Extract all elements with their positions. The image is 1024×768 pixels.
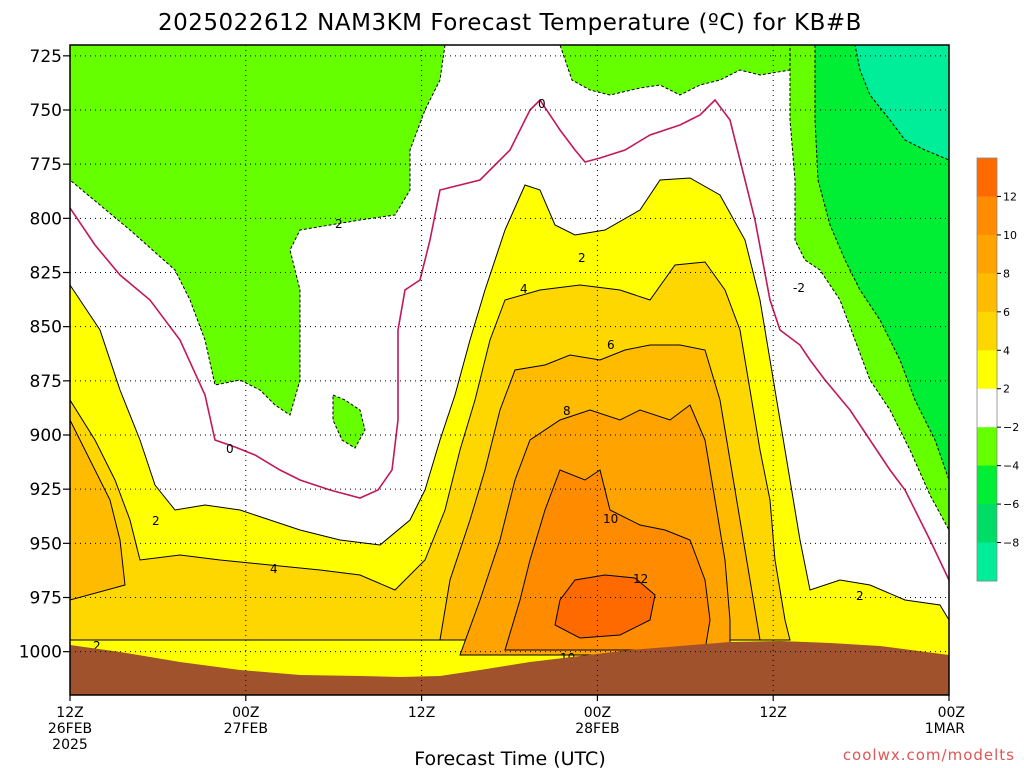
colorbar-label: −2	[1003, 421, 1019, 434]
x-tick-label: 12Z	[408, 705, 435, 721]
colorbar-label: −6	[1003, 498, 1019, 511]
colorbar-label: 6	[1003, 306, 1010, 319]
y-tick-label: 975	[30, 589, 62, 609]
colorbar-label: 10	[1003, 229, 1017, 242]
colorbar-bin	[977, 542, 997, 582]
cold-region-middle	[559, 45, 796, 96]
colorbar-label: −4	[1003, 460, 1019, 473]
colorbar-frame	[976, 157, 998, 582]
y-tick-label: 900	[30, 426, 62, 446]
colorbar-label: −8	[1003, 537, 1019, 550]
zero-degree-line	[70, 98, 949, 581]
contour-label-12: 12	[633, 572, 648, 586]
plot-frame	[69, 44, 950, 696]
colorbar: 12 10 8 6 4 2 −2 −4 −6 −8	[976, 157, 1019, 582]
contour-label-6: 6	[607, 338, 615, 352]
colorbar-bin	[977, 196, 997, 236]
colorbar-label: 4	[1003, 344, 1010, 357]
contour-label-neg2: -2	[793, 281, 805, 295]
y-tick-label: 750	[30, 101, 62, 121]
colorbar-bin	[977, 465, 997, 505]
y-tick-label: 800	[30, 209, 62, 229]
region-6c	[70, 419, 126, 601]
contour-label-4-top: 4	[520, 282, 528, 296]
colorbar-bin	[977, 158, 997, 197]
contour-label-0-top: 0	[538, 97, 546, 111]
x-tick-label: 12Z	[759, 705, 786, 721]
x-tick-label: 28FEB	[575, 721, 619, 737]
x-tick-label: 00Z	[584, 705, 611, 721]
contour-label-2-bl: 2	[152, 514, 160, 528]
colorbar-label: 2	[1003, 383, 1010, 396]
y-axis: 725 750 775 800 825 850 875 900 925 950 975 1000	[19, 47, 70, 663]
colorbar-bin	[977, 234, 997, 274]
x-tick-label: 00Z	[938, 705, 965, 721]
colorbar-bin	[977, 350, 997, 390]
x-tick-label: 00Z	[232, 705, 259, 721]
colorbar-bin	[977, 273, 997, 313]
colorbar-label: 8	[1003, 267, 1010, 280]
x-tick-label: 1MAR	[925, 721, 966, 737]
contour-label-4-left: 4	[270, 562, 278, 576]
y-tick-label: 950	[30, 534, 62, 554]
colorbar-bin	[977, 388, 997, 428]
chart-title: 2025022612 NAM3KM Forecast Temperature (…	[158, 10, 862, 36]
x-tick-label: 26FEB	[48, 721, 92, 737]
colorbar-bin	[977, 311, 997, 351]
terrain-fill	[70, 641, 949, 695]
contour-label-8: 8	[563, 404, 571, 418]
y-tick-label: 775	[30, 155, 62, 175]
x-axis-label: Forecast Time (UTC)	[414, 748, 605, 768]
colorbar-bin	[977, 504, 997, 544]
x-tick-label: 12Z	[56, 705, 83, 721]
cold-region-left	[70, 45, 446, 416]
colder-region-right	[814, 45, 949, 481]
y-tick-label: 925	[30, 480, 62, 500]
region-12c	[554, 574, 656, 639]
contour-label-0-left: 0	[226, 442, 234, 456]
contour-label-10: 10	[603, 512, 618, 526]
y-tick-label: 850	[30, 318, 62, 338]
y-tick-label: 825	[30, 264, 62, 284]
x-tick-label: 27FEB	[224, 721, 268, 737]
contour-label-2-mid: 2	[578, 251, 586, 265]
colorbar-bin	[977, 427, 997, 467]
colorbar-label: 12	[1003, 190, 1017, 203]
plot-area: 0 2 2 -2 4 6 8 0 2 4 10 12 10 2 2	[69, 44, 950, 696]
contour-label-2-bottom-left: 2	[93, 639, 101, 653]
y-tick-label: 875	[30, 372, 62, 392]
y-tick-label: 1000	[19, 643, 62, 663]
contour-label-2-left: 2	[335, 217, 343, 231]
coldest-region-right	[854, 45, 949, 161]
contour-label-2-right: 2	[856, 589, 864, 603]
y-tick-label: 725	[30, 47, 62, 67]
cold-blob	[332, 394, 366, 449]
x-tick-label: 2025	[52, 737, 88, 753]
credit-text: coolwx.com/modelts	[843, 746, 1015, 764]
